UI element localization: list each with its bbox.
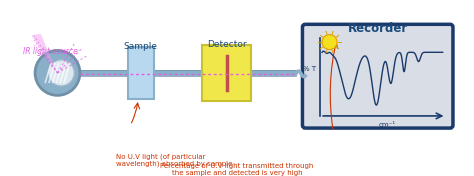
Bar [128,47,154,99]
Polygon shape [31,34,57,73]
Bar [79,70,296,76]
Text: cm⁻¹: cm⁻¹ [379,122,396,128]
Text: No U.V light (of particular
wavelength) absorbed by sample: No U.V light (of particular wavelength) … [117,153,233,167]
Text: Sample: Sample [124,42,158,51]
Text: % T: % T [303,66,317,72]
Text: Recorder: Recorder [347,21,408,34]
Text: IR light source: IR light source [23,47,77,56]
Circle shape [48,60,74,86]
Circle shape [35,51,80,95]
Bar [202,45,251,101]
Circle shape [322,35,337,50]
FancyBboxPatch shape [302,24,453,128]
Text: Percentage of U.V light transmitted through
the sample and detected is very high: Percentage of U.V light transmitted thro… [160,163,314,176]
Text: Detector: Detector [207,40,246,49]
